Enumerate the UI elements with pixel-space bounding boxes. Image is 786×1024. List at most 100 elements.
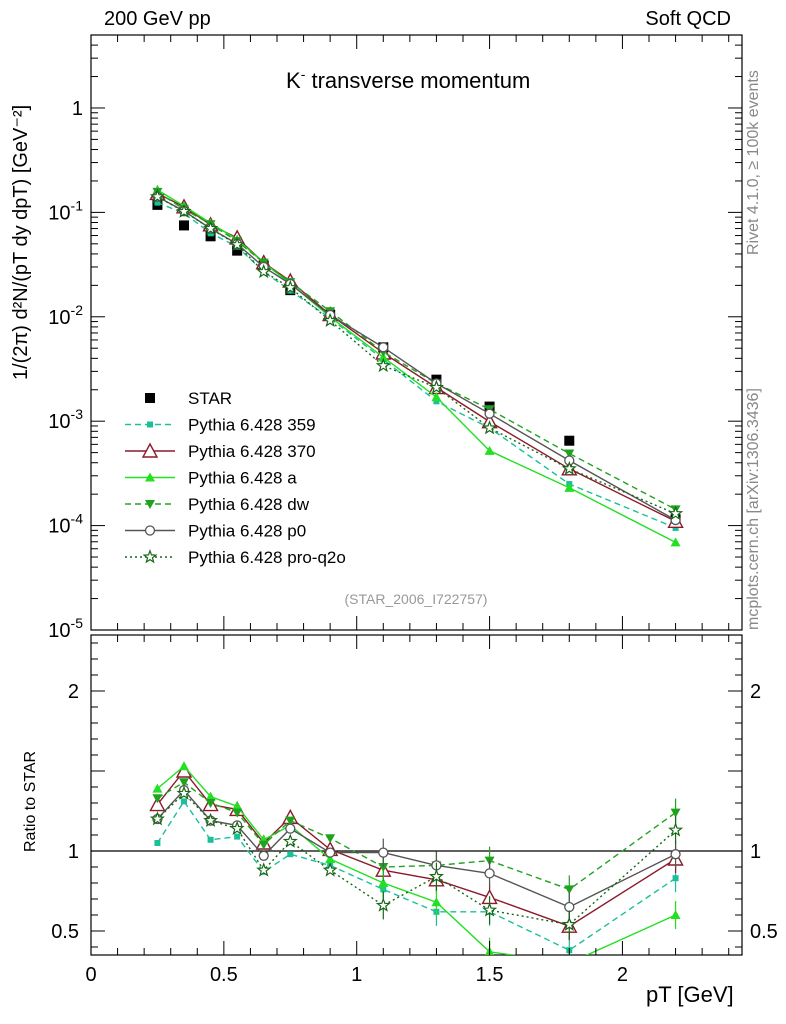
ratio-y-label: Ratio to STAR <box>22 750 39 852</box>
ratio-point-pa <box>564 958 574 967</box>
ratio-point-pp0 <box>564 901 575 913</box>
point-p359 <box>154 199 161 206</box>
legend-item-data: STAR <box>145 389 232 408</box>
ratio-line-pdw <box>157 781 677 891</box>
main-y-tick-label: 10-4 <box>48 511 83 538</box>
ratio-point-pdw <box>179 778 189 788</box>
x-tick-label: 0.5 <box>210 964 238 986</box>
x-tick-label: 1.5 <box>476 964 504 986</box>
ratio-point-pq2o <box>229 820 245 836</box>
main-y-tick-label: 10-1 <box>48 197 83 224</box>
main-y-tick-label: 10-2 <box>48 302 83 329</box>
ratio-point-pa <box>431 897 442 907</box>
ratio-y-ticks: 0.5 0.5 1 1 2 2 <box>51 642 778 948</box>
x-axis-label: pT [GeV] <box>646 982 734 1007</box>
legend-marker-pq2o <box>142 549 158 564</box>
main-y-tick-label: 10-5 <box>48 615 83 642</box>
series-line-pq2o <box>157 196 676 515</box>
legend-item-p359: Pythia 6.428 359 <box>125 416 316 435</box>
ratio-point-pa <box>378 878 389 887</box>
ratio-point-pq2o <box>375 897 391 912</box>
ratio-y-tick-label: 0.5 <box>51 921 79 943</box>
legend-label-data: STAR <box>188 389 232 408</box>
legend-marker-pa <box>145 472 155 482</box>
mcplots-label: mcplots.cern.ch [arXiv:1306.3436] <box>745 388 762 630</box>
header-left: 200 GeV pp <box>104 8 211 30</box>
ratio-point-p359 <box>181 798 187 805</box>
ratio-series-pq2o <box>149 785 684 939</box>
ratio-point-p359 <box>672 875 679 882</box>
title-rest: transverse momentum <box>305 68 530 93</box>
point-pa <box>484 445 495 455</box>
x-tick-label: 1 <box>351 964 362 986</box>
ratio-point-pp0 <box>324 847 336 858</box>
x-tick-label: 2 <box>617 964 628 986</box>
legend-label-pa: Pythia 6.428 a <box>188 469 297 488</box>
point-pq2o <box>428 379 444 395</box>
point-pq2o <box>149 188 165 204</box>
main-frame-rect <box>90 34 743 631</box>
main-title: K- transverse momentum <box>286 66 530 93</box>
point-pq2o <box>229 236 245 252</box>
main-y-ticks: 1 10-1 10-2 10-3 10-4 10-5 <box>48 34 742 642</box>
legend-item-pp0: Pythia 6.428 p0 <box>125 522 306 541</box>
ratio-point-pq2o <box>482 902 498 917</box>
legend-marker-p359 <box>147 421 153 428</box>
point-data <box>179 220 189 231</box>
ratio-point-pq2o <box>282 833 298 848</box>
point-pq2o <box>203 220 219 236</box>
point-data <box>232 245 243 256</box>
ratio-y-tick-label: 2 <box>68 681 79 703</box>
ratio-y-tick-label-right: 1 <box>750 841 761 863</box>
series-pq2o <box>149 188 684 521</box>
legend-marker-p370 <box>141 442 159 458</box>
ratio-point-pq2o <box>668 822 684 837</box>
ratio-point-p359 <box>234 833 241 840</box>
point-pq2o <box>282 279 298 295</box>
main-plot-frame <box>90 34 743 631</box>
ratio-point-pq2o <box>176 785 192 800</box>
point-pq2o <box>322 312 338 328</box>
point-pq2o <box>375 357 391 373</box>
ratio-point-pdw <box>258 840 269 850</box>
ratio-point-p359 <box>287 851 294 858</box>
ratio-point-pa <box>179 761 189 771</box>
ratio-point-p370 <box>149 796 166 812</box>
rivet-label: Rivet 4.1.0, ≥ 100k events <box>745 70 762 255</box>
ratio-point-pa <box>325 854 336 863</box>
point-p359 <box>433 398 440 405</box>
ratio-series-pa <box>152 761 681 967</box>
ratio-line-p359 <box>156 800 676 952</box>
point-data <box>564 435 575 446</box>
ratio-y-tick-label: 1 <box>68 841 79 863</box>
legend-label-p359: Pythia 6.428 359 <box>188 416 316 435</box>
ratio-point-pq2o <box>256 862 272 877</box>
ratio-frame-rect <box>90 634 743 956</box>
ratio-series-p370 <box>149 762 684 941</box>
ratio-point-pa <box>205 791 216 801</box>
ratio-point-pq2o <box>322 862 338 877</box>
ratio-point-pdw <box>378 863 389 872</box>
main-y-tick-label: 1 <box>72 98 83 120</box>
ratio-point-pa <box>152 783 163 793</box>
main-y-tick-label: 10-3 <box>48 406 83 433</box>
ratio-point-pq2o <box>203 812 219 828</box>
ratio-point-pdw <box>564 885 575 895</box>
main-y-label: 1/(2π) d²N/(pT dy dpT) [GeV⁻²] <box>10 104 32 380</box>
ratio-y-tick-label-right: 0.5 <box>750 921 778 943</box>
series-pa <box>152 184 681 547</box>
title-base: K <box>286 68 301 93</box>
point-pq2o <box>256 263 272 279</box>
legend-marker-pdw <box>145 500 155 509</box>
legend-item-p370: Pythia 6.428 370 <box>125 442 316 461</box>
ratio-line-pa <box>156 765 676 955</box>
legend-label-pdw: Pythia 6.428 dw <box>188 495 310 514</box>
point-pa <box>670 537 681 547</box>
legend-label-pq2o: Pythia 6.428 pro-q2o <box>188 548 346 567</box>
ratio-series-pdw <box>152 778 681 904</box>
main-series <box>149 184 684 547</box>
point-pq2o <box>482 420 498 435</box>
series-line-p359 <box>157 201 676 529</box>
x-ticks: 0 0.5 1 1.5 2 <box>85 35 730 986</box>
